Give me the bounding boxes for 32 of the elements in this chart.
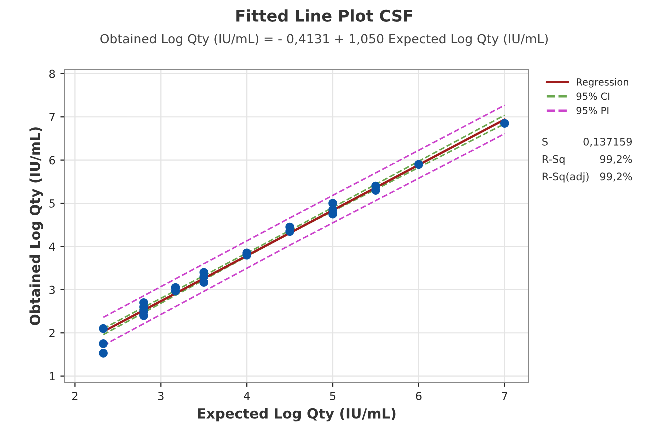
legend-label: 95% PI	[576, 107, 609, 114]
y-tick-label: 7	[50, 113, 55, 122]
y-tick-label: 8	[50, 70, 56, 78]
point	[414, 160, 424, 170]
y-axis-title: Obtained Log Qty (IU/mL)	[30, 128, 44, 326]
point	[99, 349, 108, 358]
text: 99,2%	[600, 172, 632, 182]
x-tick-label: 2	[72, 392, 78, 400]
text: 0,137159	[584, 138, 632, 147]
text: 99,2%	[600, 155, 632, 164]
x-axis-title: Expected Log Qty (IU/mL)	[198, 408, 396, 422]
x-tick-label: 6	[416, 392, 422, 400]
point	[99, 324, 108, 334]
text: R-Sq(adj)	[542, 172, 589, 183]
text: S	[542, 138, 548, 146]
x-tick-label: 7	[502, 392, 508, 400]
y-tick-label: 6	[50, 156, 56, 165]
chart-title: Fitted Line Plot CSF	[236, 10, 412, 22]
y-tick-label: 5	[50, 200, 55, 208]
point	[99, 340, 108, 348]
point	[500, 119, 510, 128]
y-tick-label: 1	[50, 372, 55, 381]
y-tick-label: 3	[50, 286, 55, 294]
legend-label: 95% CI	[576, 92, 610, 100]
x-tick-label: 3	[158, 392, 164, 400]
legend-label: Regression	[577, 78, 628, 88]
x-tick-label: 5	[330, 392, 336, 400]
y-tick-label: 4	[49, 242, 56, 251]
y-tick-label: 2	[50, 329, 55, 338]
x-tick-label: 4	[244, 392, 250, 400]
chart-subtitle: Obtained Log Qty (IU/mL) = - 0,4131 + 1,050 Expected Log Qty (IU/mL)	[100, 34, 548, 46]
text: R-Sq	[542, 155, 565, 166]
